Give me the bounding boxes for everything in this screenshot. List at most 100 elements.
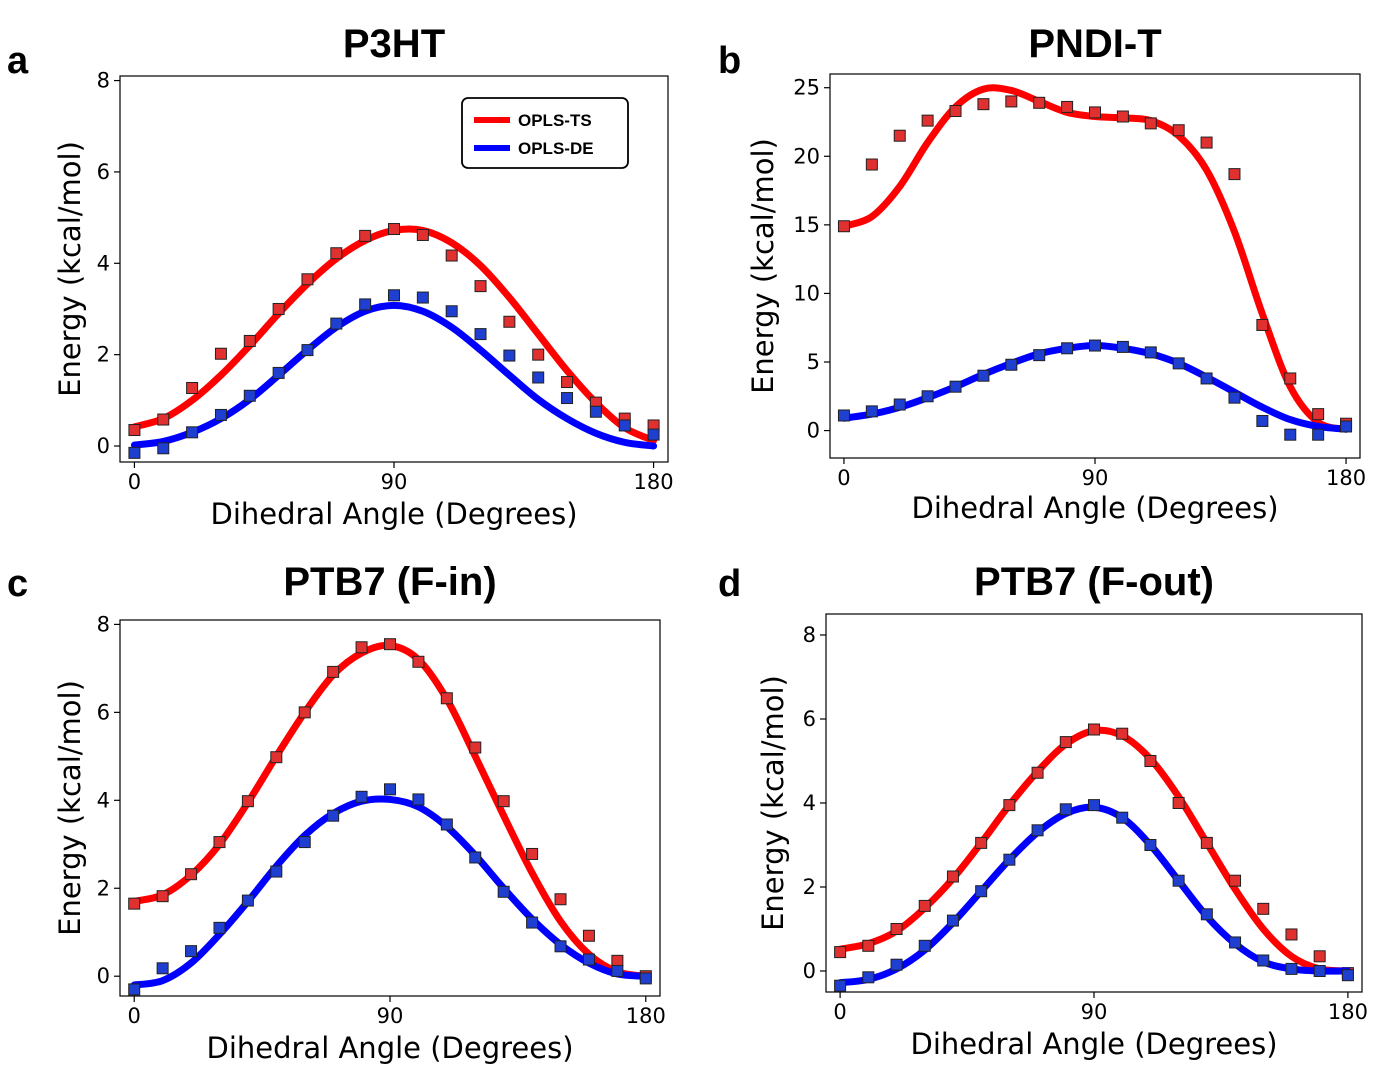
data-point-de — [532, 371, 545, 384]
data-point-ts — [890, 923, 903, 935]
data-point-ts — [1031, 766, 1044, 779]
data-point-de — [1284, 428, 1297, 441]
y-tick-label: 4 — [803, 791, 816, 815]
data-point-de — [837, 409, 850, 422]
data-point-de — [865, 405, 878, 418]
y-axis-title: Energy (kcal/mol) — [746, 138, 780, 394]
data-point-ts — [1313, 950, 1326, 963]
data-point-ts — [834, 946, 847, 959]
data-point-ts — [497, 795, 510, 808]
data-point-de — [128, 446, 141, 459]
data-point-de — [157, 442, 170, 455]
data-point-de — [1340, 420, 1353, 433]
data-point-de — [1059, 803, 1072, 816]
x-tick-label: 90 — [1081, 1000, 1108, 1024]
data-point-ts — [1061, 100, 1074, 113]
y-tick-label: 0 — [97, 964, 110, 988]
y-tick-label: 8 — [803, 623, 816, 647]
data-point-de — [862, 971, 875, 984]
data-point-de — [1061, 342, 1074, 355]
data-point-ts — [1172, 797, 1185, 809]
data-point-de — [1257, 954, 1270, 967]
data-point-ts — [243, 334, 256, 347]
data-point-ts — [1257, 902, 1270, 915]
fit-line-de — [836, 803, 1352, 987]
x-tick-label: 180 — [1328, 1000, 1368, 1024]
data-point-de — [445, 305, 458, 318]
data-point-ts — [157, 413, 170, 426]
data-point-ts — [214, 347, 227, 360]
x-tick-label: 0 — [128, 1004, 141, 1028]
data-point-ts — [977, 98, 990, 111]
data-point-de — [639, 972, 652, 985]
data-point-ts — [893, 129, 906, 142]
data-point-de — [1341, 969, 1354, 982]
data-point-ts — [474, 280, 487, 293]
data-point-ts — [611, 954, 624, 967]
data-point-de — [1116, 811, 1129, 824]
data-point-ts — [503, 315, 516, 328]
fit-line-ts — [130, 225, 658, 445]
data-point-de — [185, 945, 198, 958]
data-point-ts — [270, 751, 283, 764]
x-tick-label: 0 — [128, 470, 141, 494]
data-point-ts — [532, 348, 545, 361]
data-point-ts — [561, 376, 574, 389]
y-tick-label: 8 — [97, 612, 110, 636]
data-point-de — [301, 344, 314, 357]
fit-line-ts — [130, 641, 650, 980]
x-tick-label: 180 — [1326, 466, 1366, 490]
data-point-de — [416, 291, 429, 304]
y-tick-label: 5 — [807, 350, 820, 374]
data-point-de — [921, 390, 934, 403]
data-point-ts — [416, 228, 429, 241]
x-axis-title: Dihedral Angle (Degrees) — [910, 1027, 1277, 1061]
data-point-ts — [921, 114, 934, 127]
data-point-ts — [946, 870, 959, 883]
data-point-de — [582, 953, 595, 966]
data-point-ts — [301, 273, 314, 286]
panel-letter: a — [7, 40, 29, 82]
data-point-de — [270, 865, 283, 878]
data-point-de — [330, 317, 343, 330]
fit-line-ts — [836, 726, 1352, 975]
data-point-ts — [298, 706, 311, 719]
chart-title: P3HT — [342, 22, 446, 66]
data-point-de — [1088, 799, 1100, 812]
data-point-ts — [1284, 372, 1297, 385]
data-point-de — [214, 408, 227, 421]
data-point-de — [977, 369, 990, 382]
fit-line-ts — [840, 84, 1350, 433]
data-point-de — [1031, 824, 1044, 837]
data-point-de — [1003, 853, 1016, 866]
data-point-ts — [1312, 408, 1325, 421]
data-point-de — [975, 885, 988, 898]
x-tick-label: 180 — [634, 470, 674, 494]
y-tick-label: 6 — [97, 700, 110, 724]
data-point-de — [503, 349, 516, 362]
data-point-ts — [355, 641, 368, 654]
data-point-de — [554, 940, 567, 953]
data-point-de — [1200, 372, 1213, 385]
data-point-ts — [469, 741, 482, 754]
data-point-ts — [327, 665, 340, 678]
data-point-ts — [1229, 874, 1242, 887]
data-point-de — [890, 958, 903, 971]
data-point-ts — [1172, 124, 1185, 137]
data-point-de — [355, 790, 368, 803]
data-point-de — [440, 818, 453, 831]
x-tick-label: 0 — [833, 1000, 846, 1024]
legend-label-de: OPLS-DE — [518, 139, 594, 158]
panel-letter: d — [718, 563, 742, 605]
data-point-de — [949, 380, 962, 393]
y-tick-label: 6 — [97, 160, 110, 184]
data-point-de — [1005, 358, 1018, 371]
data-point-ts — [526, 847, 539, 860]
data-point-ts — [1088, 723, 1100, 736]
data-point-ts — [272, 302, 285, 315]
data-point-de — [1228, 391, 1241, 404]
data-point-ts — [862, 939, 875, 952]
data-point-de — [611, 964, 624, 977]
data-point-ts — [128, 424, 141, 437]
